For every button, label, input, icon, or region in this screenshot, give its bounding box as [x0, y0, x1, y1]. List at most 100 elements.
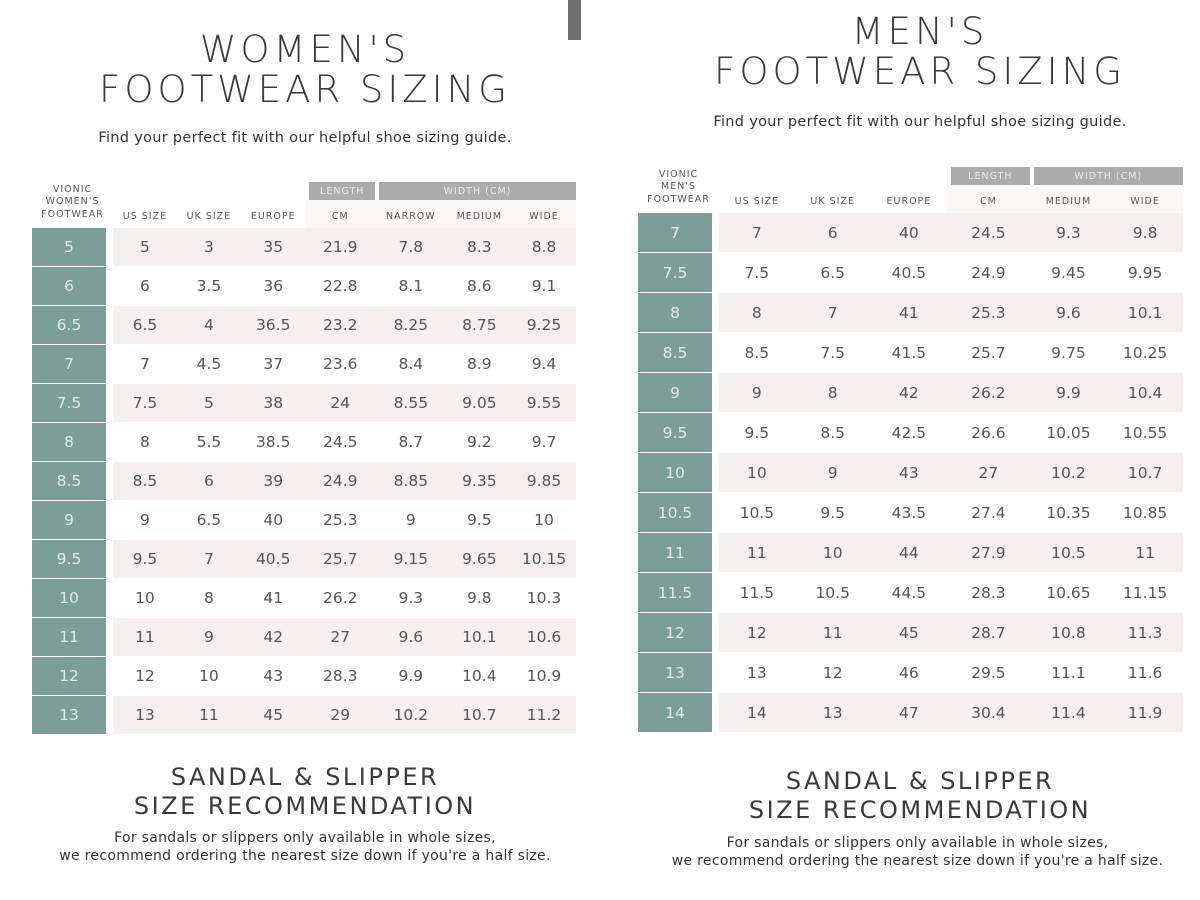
size-cell: 10.5: [794, 573, 871, 613]
stub-header-line: WOMEN'S: [45, 196, 100, 208]
women-size-table: VIONIC WOMEN'S FOOTWEAR LENGTH WIDTH (CM) US …: [32, 182, 576, 735]
size-cell: 6: [794, 213, 871, 253]
women-sandal-text: For sandals or slippers only available i…: [20, 830, 590, 865]
vionic-size-cell: 12: [32, 657, 113, 696]
size-cell: 42: [870, 373, 948, 413]
size-cell: 41: [870, 293, 948, 333]
sandal-title-line1: SANDAL & SLIPPER: [170, 763, 440, 791]
size-cell: 43: [870, 453, 948, 493]
table-row: 13 13 12 46 29.5 11.1 11.6: [638, 653, 1183, 693]
size-cell: 9.25: [512, 306, 576, 345]
size-cell: 11.4: [1029, 693, 1108, 733]
women-title: WOMEN'S FOOTWEAR SIZING: [60, 30, 550, 110]
vionic-size-cell: 10.5: [638, 493, 719, 533]
sandal-title-line2: SIZE RECOMMENDATION: [133, 791, 477, 820]
vionic-size-cell: 7: [638, 213, 719, 253]
size-cell: 46: [870, 653, 948, 693]
size-cell: 11.6: [1107, 653, 1183, 693]
size-cell: 8.5: [794, 413, 871, 453]
table-row: 6 6 3.5 36 22.8 8.1 8.6 9.1: [32, 267, 576, 306]
size-cell: 8.25: [375, 306, 447, 345]
women-sandal-title: SANDAL & SLIPPER SIZE RECOMMENDATION: [40, 763, 570, 821]
stub-header: VIONIC WOMEN'S FOOTWEAR: [32, 182, 113, 228]
column-header-row: US SIZE UK SIZE EUROPE CM NARROW MEDIUM WIDE: [32, 200, 576, 228]
size-cell: 40: [870, 213, 948, 253]
size-cell: 10: [512, 501, 576, 540]
size-cell: 35: [240, 228, 306, 267]
vionic-size-cell: 10: [32, 579, 113, 618]
size-cell: 9.3: [1029, 213, 1108, 253]
size-cell: 11.15: [1107, 573, 1183, 613]
size-cell: 10.05: [1029, 413, 1108, 453]
size-cell: 8: [113, 423, 177, 462]
size-cell: 8.7: [375, 423, 447, 462]
table-row: 7 7 6 40 24.5 9.3 9.8: [638, 213, 1183, 253]
size-cell: 7: [794, 293, 871, 333]
column-header-row: US SIZE UK SIZE EUROPE CM MEDIUM WIDE: [638, 185, 1183, 213]
size-cell: 37: [240, 345, 306, 384]
size-cell: 9.7: [512, 423, 576, 462]
size-cell: 4: [176, 306, 241, 345]
size-cell: 3: [176, 228, 241, 267]
size-cell: 10.15: [512, 540, 576, 579]
column-header: CM: [947, 185, 1030, 213]
men-title-line1: MEN'S: [851, 10, 989, 53]
size-cell: 24.9: [947, 253, 1030, 293]
size-cell: 6.5: [176, 501, 241, 540]
blank-header: [719, 167, 947, 185]
vionic-size-cell: 6.5: [32, 306, 113, 345]
table-row: 7.5 7.5 5 38 24 8.55 9.05 9.55: [32, 384, 576, 423]
size-cell: 9.5: [719, 413, 795, 453]
size-cell: 22.8: [305, 267, 376, 306]
men-sandal-title: SANDAL & SLIPPER SIZE RECOMMENDATION: [650, 767, 1190, 825]
size-cell: 13: [794, 693, 871, 733]
size-cell: 7.5: [719, 253, 795, 293]
size-cell: 9: [719, 373, 795, 413]
vionic-size-cell: 5: [32, 228, 113, 267]
size-cell: 6: [176, 462, 241, 501]
size-cell: 10.2: [1029, 453, 1108, 493]
table-row: 8 8 7 41 25.3 9.6 10.1: [638, 293, 1183, 333]
vionic-size-cell: 11: [638, 533, 719, 573]
size-cell: 41.5: [870, 333, 948, 373]
table-row: 7.5 7.5 6.5 40.5 24.9 9.45 9.95: [638, 253, 1183, 293]
size-cell: 23.2: [305, 306, 376, 345]
size-cell: 10: [719, 453, 795, 493]
size-cell: 8.5: [719, 333, 795, 373]
vionic-size-cell: 12: [638, 613, 719, 653]
size-cell: 12: [719, 613, 795, 653]
size-cell: 9.9: [1029, 373, 1108, 413]
size-cell: 11: [113, 618, 177, 657]
size-cell: 10.8: [1029, 613, 1108, 653]
size-cell: 25.7: [305, 540, 376, 579]
size-cell: 44.5: [870, 573, 948, 613]
size-cell: 9.2: [446, 423, 513, 462]
size-cell: 7: [719, 213, 795, 253]
blank-header: [113, 182, 305, 200]
size-cell: 3.5: [176, 267, 241, 306]
size-cell: 30.4: [947, 693, 1030, 733]
size-cell: 10.2: [375, 696, 447, 735]
column-header: EUROPE: [250, 211, 296, 222]
size-cell: 11: [176, 696, 241, 735]
size-cell: 24.5: [305, 423, 376, 462]
size-cell: 14: [719, 693, 795, 733]
table-row: 5 5 3 35 21.9 7.8 8.3 8.8: [32, 228, 576, 267]
size-cell: 6.5: [794, 253, 871, 293]
size-cell: 27.4: [947, 493, 1030, 533]
sandal-text-line1: For sandals or slippers only available i…: [726, 835, 1109, 851]
size-cell: 8: [794, 373, 871, 413]
size-cell: 8.3: [446, 228, 513, 267]
size-cell: 10.7: [1107, 453, 1183, 493]
size-cell: 10: [176, 657, 241, 696]
sandal-text-line2: we recommend ordering the nearest size d…: [671, 852, 1164, 869]
length-group-header: LENGTH: [947, 167, 1030, 185]
size-cell: 9.55: [512, 384, 576, 423]
size-cell: 28.3: [305, 657, 376, 696]
size-cell: 10.6: [512, 618, 576, 657]
size-cell: 5.5: [176, 423, 241, 462]
size-cell: 11.1: [1029, 653, 1108, 693]
size-cell: 9: [176, 618, 241, 657]
table-row: 6.5 6.5 4 36.5 23.2 8.25 8.75 9.25: [32, 306, 576, 345]
vionic-size-cell: 9.5: [638, 413, 719, 453]
